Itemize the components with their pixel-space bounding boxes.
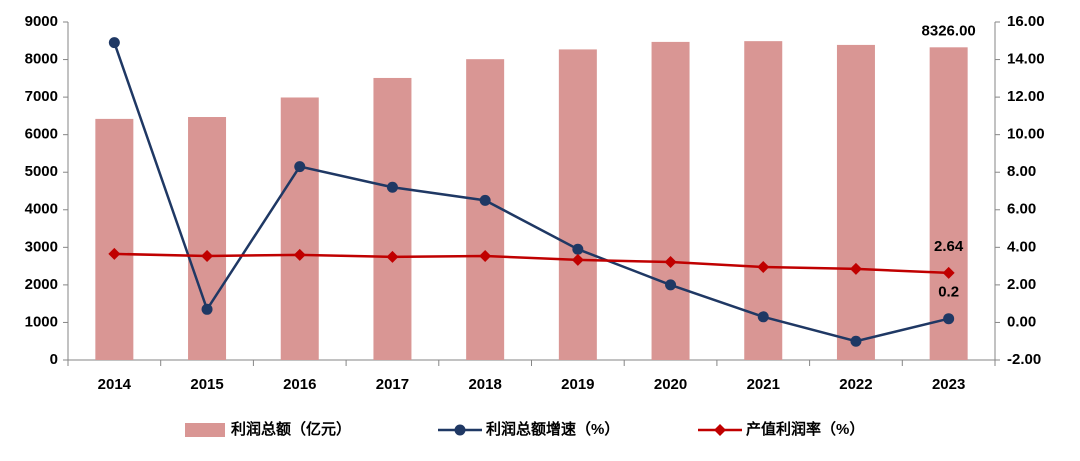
line — [114, 252, 949, 275]
x-tick-label: 2015 — [190, 376, 223, 393]
data-label: 0.2 — [938, 284, 959, 301]
point-marker — [294, 161, 306, 173]
point-marker — [108, 247, 121, 260]
bar — [651, 41, 690, 360]
y-tick-label: 8000 — [25, 51, 58, 68]
point-marker — [293, 248, 306, 261]
point-marker — [108, 37, 120, 49]
y-tick-label: 4000 — [25, 201, 58, 218]
point-marker — [386, 250, 399, 263]
legend-swatch — [185, 423, 225, 437]
x-tick-label: 2022 — [839, 376, 872, 393]
data-label: 2.64 — [934, 238, 964, 255]
point-marker — [479, 194, 491, 206]
legend-label: 利润总额（亿元） — [231, 420, 351, 438]
y-tick-label: 1000 — [25, 313, 58, 330]
y2-tick-label: 6.00 — [1007, 201, 1036, 218]
point-marker — [386, 181, 398, 193]
y2-tick-label: 0.00 — [1007, 313, 1036, 330]
y2-tick-label: 8.00 — [1007, 163, 1036, 180]
point-marker — [664, 255, 677, 268]
y-tick-label: 7000 — [25, 88, 58, 105]
point-marker — [757, 261, 770, 274]
bar — [373, 77, 412, 361]
legend-marker — [714, 424, 726, 436]
line — [113, 42, 949, 343]
point-marker — [849, 262, 862, 275]
x-tick-label: 2016 — [283, 376, 316, 393]
x-tick-label: 2020 — [654, 376, 687, 393]
bar — [188, 117, 227, 360]
y-tick-label: 3000 — [25, 238, 58, 255]
y2-tick-label: 2.00 — [1007, 276, 1036, 293]
point-marker — [571, 253, 584, 266]
point-marker — [201, 249, 214, 262]
point-marker — [943, 313, 955, 325]
x-tick-label: 2019 — [561, 376, 594, 393]
point-marker — [479, 249, 492, 262]
y2-tick-label: 16.00 — [1007, 13, 1045, 30]
y2-tick-label: 14.00 — [1007, 51, 1045, 68]
bar — [744, 41, 783, 361]
legend-label: 产值利润率（%） — [746, 420, 864, 438]
x-tick-label: 2023 — [932, 376, 965, 393]
y-tick-label: 6000 — [25, 126, 58, 143]
point-marker — [850, 335, 862, 347]
point-marker — [757, 311, 769, 323]
bar — [836, 44, 875, 361]
point-marker — [942, 266, 955, 279]
bar — [929, 47, 968, 361]
x-tick-label: 2017 — [376, 376, 409, 393]
y2-tick-label: 10.00 — [1007, 126, 1045, 143]
legend-label: 利润总额增速（%） — [486, 420, 619, 438]
y2-tick-label: 12.00 — [1007, 88, 1045, 105]
bar — [558, 49, 597, 360]
x-tick-label: 2018 — [468, 376, 501, 393]
y2-tick-label: 4.00 — [1007, 238, 1036, 255]
point-marker — [665, 279, 677, 291]
y-tick-label: 5000 — [25, 163, 58, 180]
x-tick-label: 2021 — [747, 376, 780, 393]
legend-marker — [454, 424, 466, 436]
y-tick-label: 0 — [50, 351, 58, 368]
bar — [280, 97, 319, 360]
y-tick-label: 2000 — [25, 276, 58, 293]
bar — [95, 118, 134, 360]
y-tick-label: 9000 — [25, 13, 58, 30]
x-tick-label: 2014 — [98, 376, 132, 393]
point-marker — [572, 243, 584, 255]
bar — [466, 59, 505, 361]
data-label: 8326.00 — [922, 22, 976, 39]
point-marker — [201, 303, 213, 315]
y2-tick-label: -2.00 — [1007, 351, 1041, 368]
